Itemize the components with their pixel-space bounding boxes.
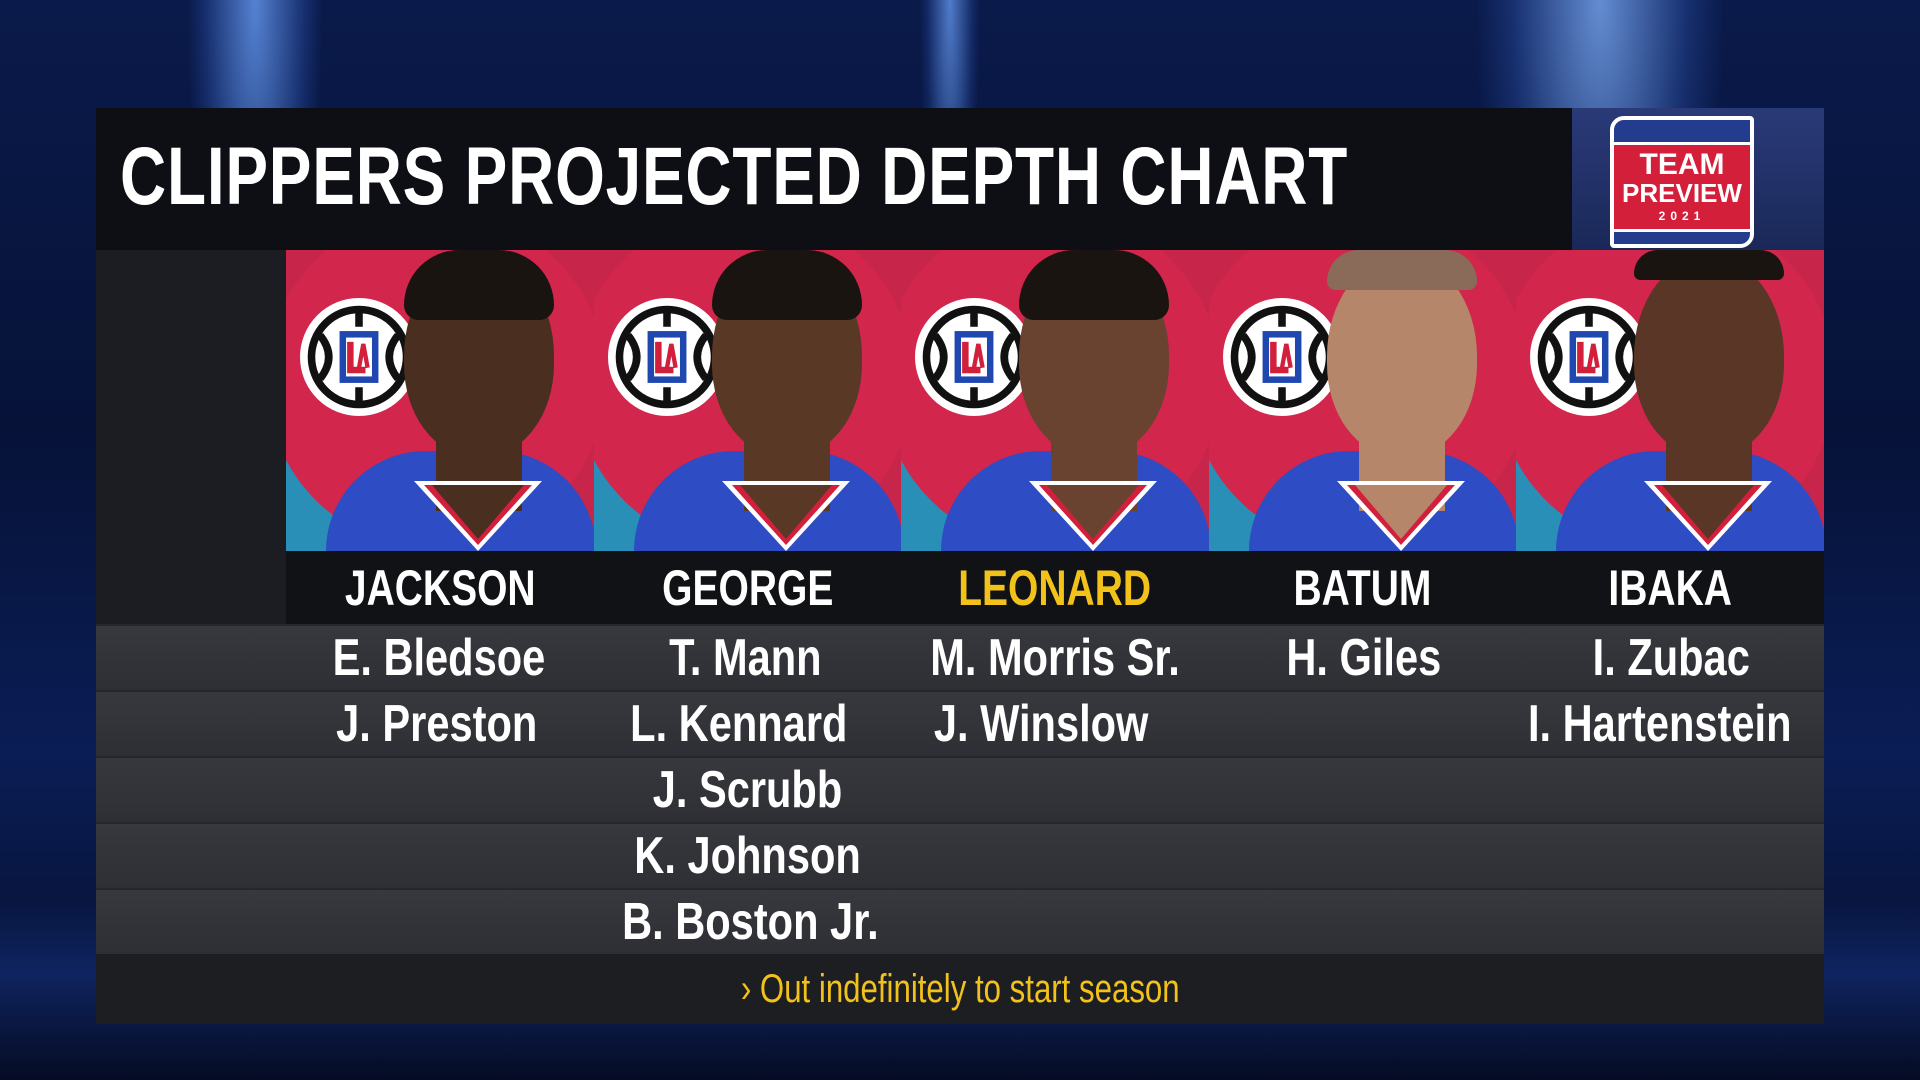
bench-player: H. Giles: [1286, 629, 1442, 687]
player-photo-batum: [1208, 250, 1517, 551]
clippers-logo-icon: [915, 298, 1034, 416]
player-photo-george: [593, 250, 902, 551]
bench-player: L. Kennard: [630, 695, 848, 753]
depth-chart-panel: CLIPPERS PROJECTED DEPTH CHART TEAM PREV…: [96, 108, 1824, 1024]
bench-player: [1209, 824, 1517, 888]
player-photo-leonard: [901, 250, 1209, 551]
starters-row: JACKSON GEORGE LEONARD BATUM IBAKA: [286, 551, 1824, 624]
table-row: J. Preston L. Kennard J. Winslow I. Hart…: [96, 690, 1824, 756]
bench-player: [901, 824, 1209, 888]
bench-player: [1520, 890, 1824, 954]
bench-player: T. Mann: [669, 629, 822, 687]
table-row: B. Boston Jr.: [96, 888, 1824, 954]
clippers-logo-icon: [1222, 298, 1341, 416]
starter-name-highlighted: LEONARD: [958, 559, 1152, 616]
badge-line2: PREVIEW: [1622, 178, 1742, 208]
bench-player: I. Hartenstein: [1527, 695, 1792, 753]
bench-player: [1516, 758, 1824, 822]
table-row: J. Scrubb: [96, 756, 1824, 822]
badge-year: 2021: [1658, 209, 1706, 223]
team-preview-badge: TEAM PREVIEW 2021: [1610, 116, 1754, 248]
clippers-logo-icon: [607, 298, 726, 416]
player-photo-jackson: [286, 250, 594, 551]
bench-player: E. Bledsoe: [332, 629, 546, 687]
starter-name: IBAKA: [1608, 559, 1732, 616]
bench-player: [901, 758, 1209, 822]
starter-name: GEORGE: [661, 559, 833, 616]
bench-player: [286, 890, 590, 954]
page-title: CLIPPERS PROJECTED DEPTH CHART: [120, 131, 1349, 222]
bench-player: M. Morris Sr.: [930, 629, 1180, 687]
bench-player: [1215, 890, 1519, 954]
badge-line1: TEAM: [1639, 148, 1725, 181]
player-photo-ibaka: [1516, 250, 1824, 551]
clippers-logo-icon: [1530, 298, 1649, 416]
injury-footnote: › Out indefinitely to start season: [740, 966, 1180, 1011]
starter-name: BATUM: [1293, 559, 1432, 616]
header-bar: CLIPPERS PROJECTED DEPTH CHART: [96, 108, 1572, 250]
bench-player: [1516, 824, 1824, 888]
player-photo-strip: [286, 250, 1824, 551]
left-spacer: [96, 250, 286, 624]
bench-player: J. Scrubb: [652, 761, 843, 819]
bench-player: K. Johnson: [634, 827, 861, 885]
clippers-logo-icon: [300, 298, 418, 416]
bench-player: [286, 758, 594, 822]
footnote-bar: › Out indefinitely to start season: [96, 954, 1824, 1024]
team-preview-logo-box: TEAM PREVIEW 2021: [1572, 108, 1824, 250]
starter-name: JACKSON: [344, 559, 536, 616]
bench-player: J. Preston: [336, 695, 538, 753]
bench-table: E. Bledsoe T. Mann M. Morris Sr. H. Gile…: [96, 624, 1824, 954]
bench-player: [286, 824, 594, 888]
bench-player: [1192, 692, 1494, 756]
bench-player: [1209, 758, 1517, 822]
table-row: E. Bledsoe T. Mann M. Morris Sr. H. Gile…: [96, 624, 1824, 690]
bench-player: B. Boston Jr.: [622, 893, 879, 951]
table-row: K. Johnson: [96, 822, 1824, 888]
bench-player: J. Winslow: [934, 695, 1149, 753]
bench-player: [911, 890, 1215, 954]
bench-player: I. Zubac: [1592, 629, 1750, 687]
